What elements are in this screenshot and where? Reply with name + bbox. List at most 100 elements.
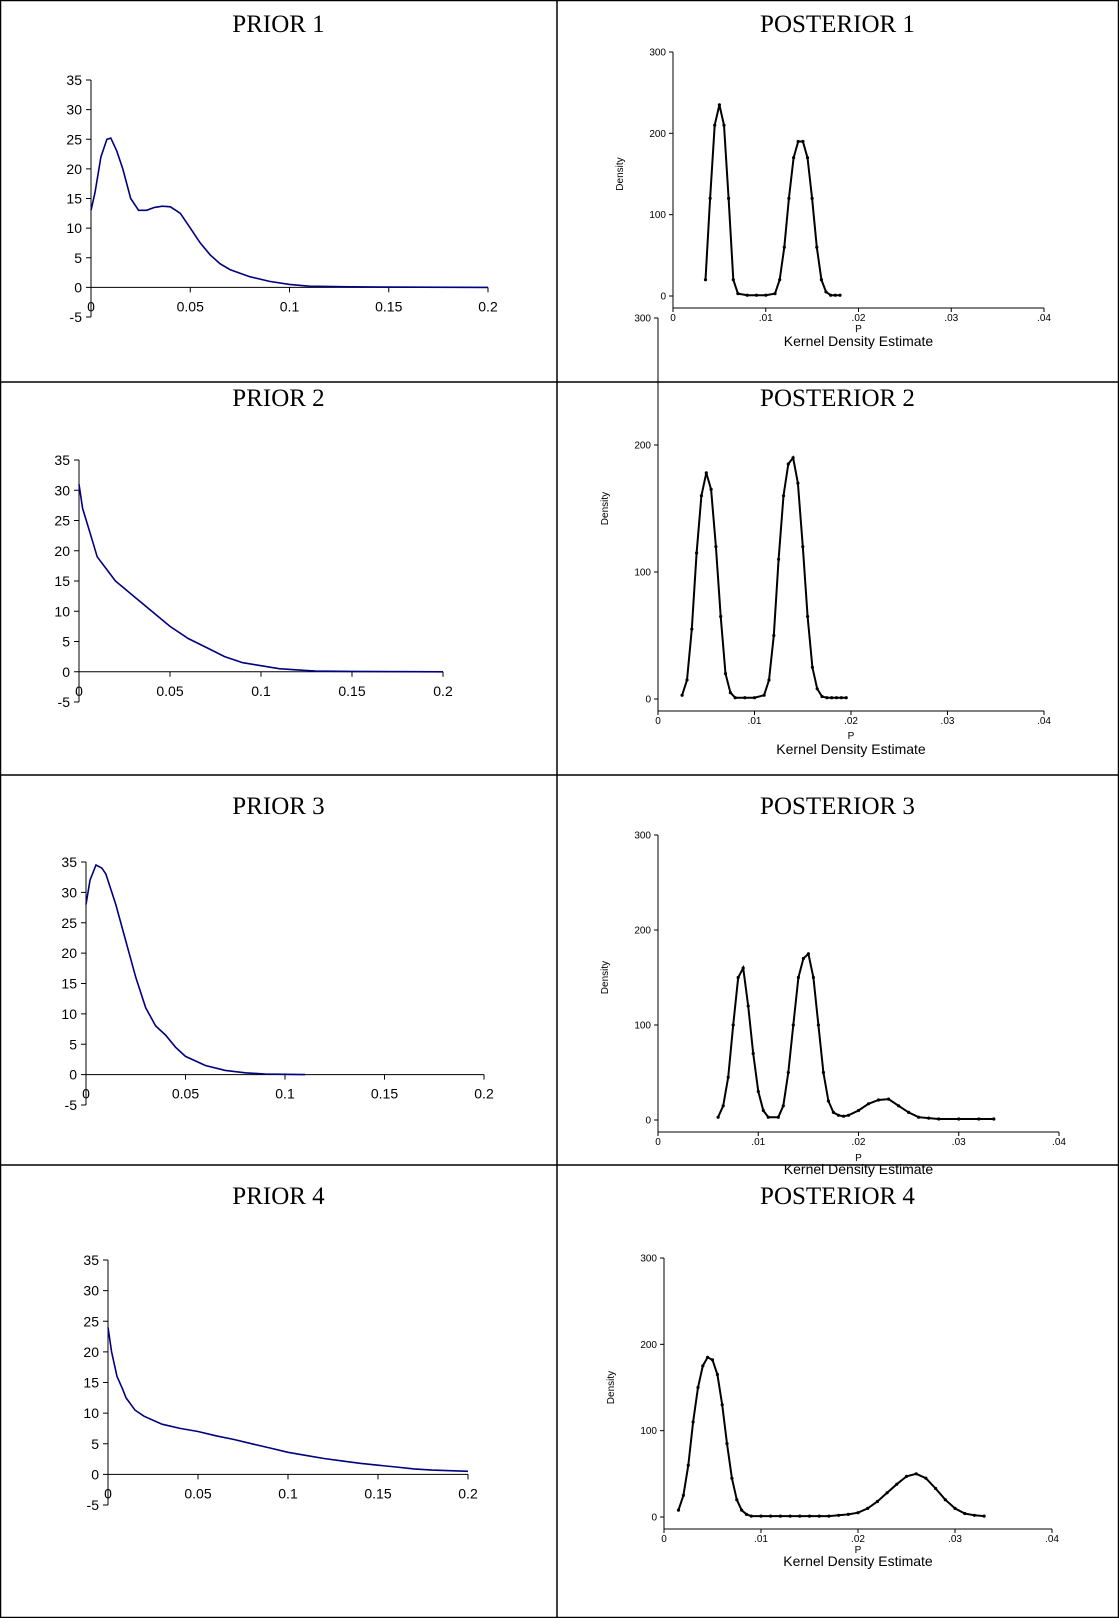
data-point xyxy=(717,103,722,107)
data-point xyxy=(777,557,781,561)
data-point xyxy=(706,1355,710,1359)
y-tick-label: 0 xyxy=(651,1513,657,1524)
data-point xyxy=(740,1508,744,1512)
data-point xyxy=(690,627,694,631)
posterior-chart-3: POSTERIOR 3 0 100 200 300 0 .01 .02 .03 .04 Densit… xyxy=(600,793,1066,1177)
data-point xyxy=(833,293,837,297)
density-line xyxy=(704,104,840,297)
chart-caption: Kernel Density Estimate xyxy=(776,741,926,757)
y-tick-label: 0 xyxy=(645,695,651,706)
y-tick-label: 15 xyxy=(61,976,77,992)
y-tick-label: 300 xyxy=(634,831,651,842)
data-point xyxy=(691,1420,695,1424)
x-tick-label: 0.15 xyxy=(338,683,365,699)
x-tick-label: 0.2 xyxy=(458,1485,478,1501)
y-tick-label: 30 xyxy=(66,102,82,118)
data-point xyxy=(723,672,728,676)
data-point xyxy=(798,1514,802,1518)
data-point xyxy=(772,633,776,638)
x-tick-label: .01 xyxy=(748,716,762,727)
x-tick-label: .03 xyxy=(944,313,958,324)
data-point xyxy=(838,293,842,297)
y-tick-label: 100 xyxy=(640,1426,657,1437)
data-point xyxy=(829,293,833,297)
y-tick-label: 25 xyxy=(61,915,77,931)
data-point xyxy=(696,1385,700,1390)
data-point xyxy=(778,1514,783,1518)
data-point xyxy=(807,1514,812,1518)
data-point xyxy=(776,1115,780,1119)
x-tick-label: 0 xyxy=(87,298,95,314)
y-tick-label: 300 xyxy=(649,48,666,59)
data-point xyxy=(773,292,777,296)
data-point xyxy=(728,691,733,695)
y-tick-label: 300 xyxy=(640,1254,657,1265)
x-tick-label: .04 xyxy=(1037,313,1051,324)
data-point xyxy=(825,696,829,700)
y-tick-label: 5 xyxy=(62,634,70,650)
posterior-chart-4: POSTERIOR 4 0 100 200 300 0 .01 .02 .03 .04 Densit… xyxy=(606,1183,1059,1569)
data-point xyxy=(866,1102,871,1106)
data-point xyxy=(810,665,815,669)
data-point xyxy=(830,696,834,700)
data-point xyxy=(826,1099,831,1103)
data-point xyxy=(695,551,699,555)
data-point xyxy=(788,1514,792,1518)
data-point xyxy=(681,1493,686,1497)
data-point xyxy=(686,1463,690,1467)
data-point xyxy=(782,245,786,249)
chart-title: PRIOR 1 xyxy=(232,11,324,38)
data-point xyxy=(736,975,740,980)
data-point xyxy=(744,1512,749,1516)
x-tick-label: 0.15 xyxy=(364,1485,391,1501)
x-tick-label: .01 xyxy=(759,313,773,324)
x-tick-label: 0.2 xyxy=(433,683,453,699)
data-point xyxy=(917,1115,921,1119)
data-point xyxy=(806,614,810,619)
data-point xyxy=(875,1499,880,1504)
y-tick-label: 25 xyxy=(83,1313,99,1329)
data-point xyxy=(703,278,708,282)
data-point xyxy=(767,678,771,682)
x-tick-label: 0.05 xyxy=(172,1086,199,1102)
x-tick-label: 0.15 xyxy=(375,298,402,314)
data-point xyxy=(817,1514,821,1518)
x-tick-label: 0.15 xyxy=(371,1086,398,1102)
data-point xyxy=(725,1442,729,1446)
y-tick-label: 35 xyxy=(66,72,82,88)
y-tick-label: 20 xyxy=(66,161,82,177)
data-point xyxy=(937,1117,941,1121)
data-point xyxy=(811,975,816,980)
y-tick-label: 0 xyxy=(645,1116,651,1127)
chart-title: POSTERIOR 4 xyxy=(760,1183,915,1210)
y-tick-label: -5 xyxy=(58,694,71,710)
data-point xyxy=(752,696,757,700)
data-point xyxy=(699,494,704,498)
data-point xyxy=(914,1472,918,1476)
data-point xyxy=(801,545,805,549)
x-tick-label: .02 xyxy=(852,313,866,324)
data-point xyxy=(821,1070,826,1075)
x-axis-label: P xyxy=(855,324,862,335)
data-point xyxy=(805,156,810,160)
y-tick-label: 300 xyxy=(634,314,651,325)
x-tick-label: .02 xyxy=(851,1534,865,1545)
y-tick-label: 15 xyxy=(66,191,82,207)
data-point xyxy=(977,1117,981,1121)
y-tick-label: 5 xyxy=(69,1036,77,1052)
data-point xyxy=(756,1089,760,1094)
data-point xyxy=(719,614,723,619)
data-point xyxy=(820,694,824,699)
data-point xyxy=(796,481,800,485)
y-tick-label: 15 xyxy=(83,1375,99,1391)
x-tick-label: .04 xyxy=(1052,1137,1066,1148)
data-point xyxy=(972,1513,977,1517)
data-point xyxy=(701,1364,705,1368)
y-tick-label: 10 xyxy=(83,1405,99,1421)
chart-title: POSTERIOR 1 xyxy=(760,11,915,38)
data-point xyxy=(819,278,824,282)
data-point xyxy=(831,1110,836,1114)
